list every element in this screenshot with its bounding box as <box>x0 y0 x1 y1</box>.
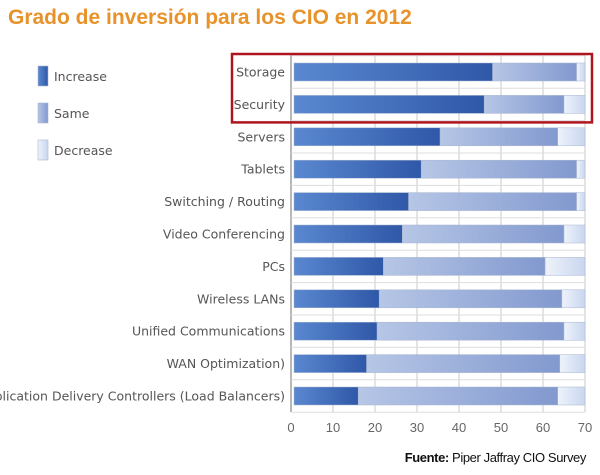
bar-decrease <box>576 159 586 179</box>
category-label: Security <box>234 97 286 112</box>
bar-same <box>366 354 561 373</box>
bar-same <box>376 321 565 341</box>
category-label: Video Conferencing <box>163 227 285 242</box>
bar-increase <box>293 354 367 373</box>
bar-decrease <box>576 192 586 211</box>
bar-increase <box>293 321 378 341</box>
category-label: Tablets <box>240 162 285 177</box>
x-tick-label: 10 <box>326 420 340 435</box>
category-label: Switching / Routing <box>164 194 285 209</box>
bar-same <box>483 95 565 114</box>
bar-increase <box>293 257 384 276</box>
category-label: WAN Optimization) <box>167 356 285 371</box>
bar-same <box>378 289 563 309</box>
bar-decrease <box>563 95 586 114</box>
legend-swatch-decrease <box>37 139 49 161</box>
legend-label: Same <box>54 106 90 121</box>
legend-label: Increase <box>54 69 107 84</box>
x-tick-label: 0 <box>287 420 294 435</box>
bar-same <box>383 257 546 276</box>
category-label: Servers <box>237 129 285 144</box>
source-text: Piper Jaffray CIO Survey <box>448 450 586 465</box>
x-tick-label: 70 <box>578 420 592 435</box>
bar-same <box>402 224 565 244</box>
x-tick-label: 50 <box>494 420 508 435</box>
category-label: PCs <box>262 259 285 274</box>
category-label: Storage <box>236 65 285 80</box>
bar-decrease <box>557 386 586 406</box>
bar-same <box>408 192 577 211</box>
bar-same <box>492 62 577 82</box>
legend-label: Decrease <box>54 143 113 158</box>
legend-swatch-same <box>37 102 49 124</box>
bar-increase <box>293 95 485 114</box>
bar-decrease <box>544 257 586 276</box>
x-tick-label: 20 <box>368 420 382 435</box>
bar-decrease <box>576 62 586 82</box>
bar-increase <box>293 224 403 244</box>
bar-decrease <box>561 289 586 309</box>
x-tick-label: 30 <box>410 420 424 435</box>
bar-increase <box>293 62 493 82</box>
x-tick-label: 60 <box>536 420 550 435</box>
bar-same <box>420 159 577 179</box>
legend-swatch-increase <box>37 65 49 87</box>
bar-decrease <box>559 354 586 373</box>
category-label: Unified Communications <box>132 324 285 339</box>
highlight-box <box>230 52 594 124</box>
bar-increase <box>293 127 441 147</box>
category-label: Wireless LANs <box>197 291 285 306</box>
chart-title: Grado de inversión para los CIO en 2012 <box>8 6 412 29</box>
bar-increase <box>293 192 409 211</box>
bar-increase <box>293 386 359 406</box>
bar-increase <box>293 289 380 309</box>
bar-same <box>357 386 558 406</box>
x-tick-label: 40 <box>452 420 466 435</box>
source-label: Fuente: <box>404 450 450 465</box>
source-note: Fuente: Piper Jaffray CIO Survey <box>404 450 587 465</box>
bar-same <box>439 127 558 147</box>
bar-decrease <box>563 321 586 341</box>
bar-decrease <box>557 127 586 147</box>
bar-increase <box>293 159 422 179</box>
category-label: Application Delivery Controllers (Load B… <box>0 389 285 404</box>
bar-decrease <box>563 224 586 244</box>
